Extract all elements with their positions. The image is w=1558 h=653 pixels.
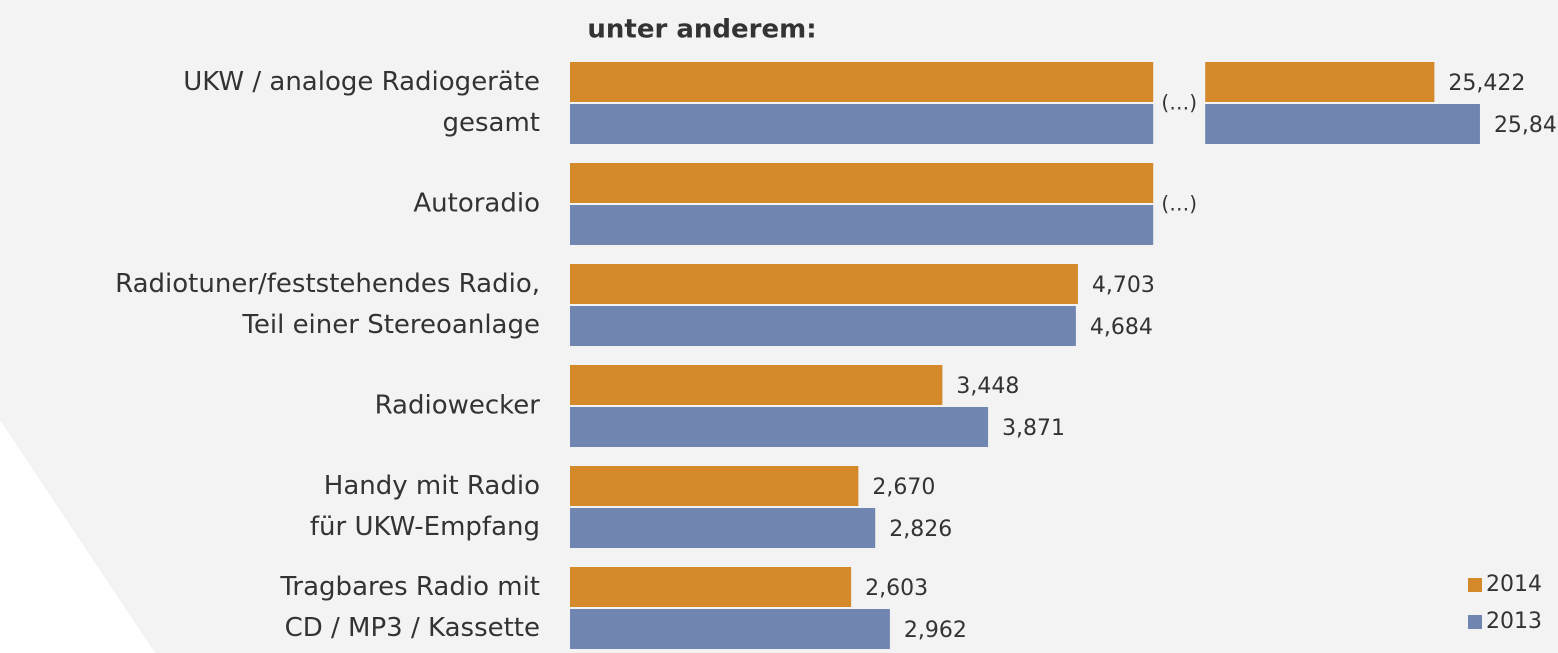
bar xyxy=(570,365,943,405)
legend-label: 2014 xyxy=(1486,572,1542,597)
chart-title: unter anderem: xyxy=(587,15,816,45)
bar xyxy=(570,104,1154,144)
bar xyxy=(570,508,876,548)
category-label: Autoradio xyxy=(413,188,540,219)
category-label: Radiotuner/feststehendes Radio, Teil ein… xyxy=(115,269,540,340)
value-label: 2,826 xyxy=(889,517,952,542)
bar xyxy=(1205,62,1435,102)
value-label: 4,684 xyxy=(1090,315,1153,340)
bar xyxy=(570,466,859,506)
legend-swatch xyxy=(1468,578,1482,592)
value-label: 2,962 xyxy=(904,618,967,643)
bar xyxy=(1205,104,1480,144)
break-label: (…) xyxy=(1161,91,1197,115)
bar xyxy=(570,264,1078,304)
value-label: 25,844 xyxy=(1494,113,1558,138)
category-label: Handy mit Radio für UKW-Empfang xyxy=(309,471,540,542)
break-label: (…) xyxy=(1161,192,1197,216)
bar xyxy=(570,163,1154,203)
value-label: 2,603 xyxy=(865,576,928,601)
bar xyxy=(570,205,1154,245)
value-label: 4,703 xyxy=(1092,273,1155,298)
value-label: 2,670 xyxy=(872,475,935,500)
legend-swatch xyxy=(1468,615,1482,629)
value-label: 3,448 xyxy=(956,374,1019,399)
legend-label: 2013 xyxy=(1486,609,1542,634)
bar xyxy=(570,407,989,447)
background-shape xyxy=(0,420,155,653)
bar xyxy=(570,567,852,607)
bar xyxy=(570,62,1154,102)
category-label: UKW / analoge Radiogeräte gesamt xyxy=(183,67,540,138)
bar xyxy=(570,306,1076,346)
value-label: 3,871 xyxy=(1002,416,1065,441)
category-label: Tragbares Radio mit CD / MP3 / Kassette xyxy=(280,572,540,643)
bar xyxy=(570,609,890,649)
value-label: 25,422 xyxy=(1448,71,1525,96)
category-label: Radiowecker xyxy=(374,390,540,421)
